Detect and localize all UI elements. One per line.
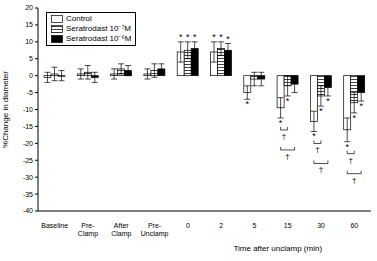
svg-text:†: † bbox=[315, 145, 319, 154]
svg-text:60: 60 bbox=[350, 222, 358, 229]
svg-text:Pre-Clamp: Pre-Clamp bbox=[78, 222, 98, 238]
svg-text:*: * bbox=[359, 101, 363, 111]
svg-text:*: * bbox=[279, 118, 283, 128]
svg-text:15: 15 bbox=[25, 21, 33, 28]
svg-text:*: * bbox=[345, 142, 349, 152]
svg-text:%Change in diameter: %Change in diameter bbox=[8, 71, 10, 148]
svg-text:5: 5 bbox=[29, 55, 33, 62]
svg-text:*: * bbox=[193, 32, 197, 42]
html-text:Seratrodast 10⁻⁷M: Seratrodast 10⁻⁷M bbox=[66, 24, 131, 33]
svg-text:-10: -10 bbox=[23, 106, 33, 113]
svg-text:-20: -20 bbox=[23, 140, 33, 147]
svg-text:*: * bbox=[246, 99, 250, 109]
html-text:Control: Control bbox=[66, 14, 92, 23]
svg-text:5: 5 bbox=[252, 222, 256, 229]
svg-text:30: 30 bbox=[317, 222, 325, 229]
svg-text:10: 10 bbox=[25, 38, 33, 45]
svg-text:†: † bbox=[352, 176, 356, 185]
svg-text:*: * bbox=[226, 34, 230, 44]
svg-text:*: * bbox=[219, 32, 223, 42]
svg-text:15: 15 bbox=[284, 222, 292, 229]
svg-text:†: † bbox=[348, 156, 352, 165]
svg-text:-5: -5 bbox=[27, 89, 33, 96]
svg-text:*: * bbox=[186, 32, 190, 42]
svg-text:-40: -40 bbox=[23, 207, 33, 214]
svg-text:20: 20 bbox=[25, 4, 33, 11]
svg-text:-25: -25 bbox=[23, 157, 33, 164]
svg-text:-30: -30 bbox=[23, 174, 33, 181]
svg-text:*: * bbox=[179, 32, 183, 42]
svg-text:AfterClamp: AfterClamp bbox=[111, 222, 131, 238]
svg-text:Baseline: Baseline bbox=[41, 222, 68, 229]
svg-text:†: † bbox=[319, 165, 323, 174]
svg-text:*: * bbox=[326, 96, 330, 106]
svg-text:Pre-Unclamp: Pre-Unclamp bbox=[141, 222, 169, 238]
svg-text:*: * bbox=[286, 96, 290, 106]
svg-text:*: * bbox=[312, 131, 316, 141]
svg-text:0: 0 bbox=[29, 72, 33, 79]
svg-text:Time after unclamp (min): Time after unclamp (min) bbox=[233, 244, 322, 253]
svg-text:-35: -35 bbox=[23, 191, 33, 198]
svg-text:*: * bbox=[319, 106, 323, 116]
svg-text:-15: -15 bbox=[23, 123, 33, 130]
svg-text:†: † bbox=[285, 152, 289, 161]
svg-text:*: * bbox=[352, 113, 356, 123]
svg-text:2: 2 bbox=[219, 222, 223, 229]
svg-text:0: 0 bbox=[186, 222, 190, 229]
html-text:Seratrodast 10⁻⁶M: Seratrodast 10⁻⁶M bbox=[66, 34, 132, 43]
svg-text:†: † bbox=[282, 132, 286, 141]
svg-text:*: * bbox=[212, 32, 216, 42]
